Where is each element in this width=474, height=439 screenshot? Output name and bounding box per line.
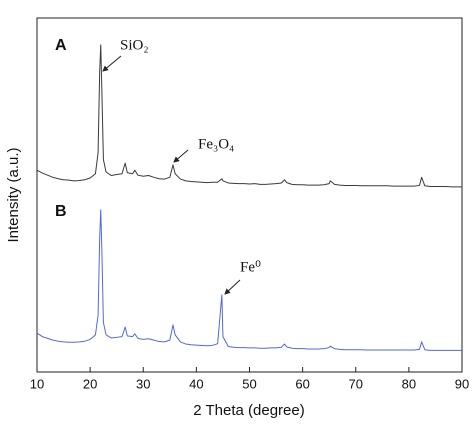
plot-frame [36, 17, 463, 373]
x-tick-label: 90 [455, 376, 469, 391]
x-tick-label: 50 [242, 376, 256, 391]
x-tick-label: 10 [30, 376, 44, 391]
annotation: SiO₂ [120, 37, 149, 53]
panel-label: A [55, 37, 67, 54]
x-tick-label: 60 [295, 376, 309, 391]
data-line [36, 209, 462, 351]
arrow [224, 279, 241, 295]
x-tick-label: 70 [349, 376, 363, 391]
arrow [102, 55, 122, 72]
annotation: Fe⁰ [240, 259, 261, 275]
annotation: Fe₃O₄ [198, 136, 234, 152]
x-tick-label: 20 [83, 376, 97, 391]
arrow [173, 149, 189, 163]
data-line [36, 44, 462, 188]
x-axis-title: 2 Theta (degree) [193, 402, 304, 419]
panel-label: B [55, 203, 67, 220]
x-tick-label: 40 [189, 376, 203, 391]
x-tick-label: 80 [402, 376, 416, 391]
y-axis-title: Intensity (a.u.) [5, 147, 22, 242]
x-tick-label: 30 [136, 376, 150, 391]
